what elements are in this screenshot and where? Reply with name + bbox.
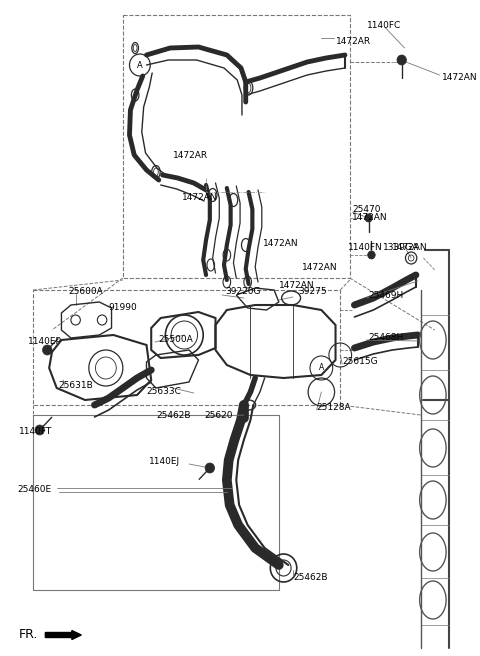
Circle shape bbox=[205, 463, 215, 473]
Text: 25615G: 25615G bbox=[342, 358, 378, 367]
Circle shape bbox=[368, 251, 375, 259]
Text: A: A bbox=[319, 363, 324, 373]
Text: 1472AR: 1472AR bbox=[336, 37, 371, 45]
Text: 1472AN: 1472AN bbox=[351, 213, 387, 222]
Text: 25469H: 25469H bbox=[369, 291, 404, 300]
Text: 25600A: 25600A bbox=[68, 287, 103, 297]
Text: 39275: 39275 bbox=[299, 287, 327, 297]
Text: 25460E: 25460E bbox=[17, 485, 51, 495]
Circle shape bbox=[397, 55, 407, 65]
Text: 1140FT: 1140FT bbox=[19, 428, 52, 436]
Text: 1472AN: 1472AN bbox=[263, 239, 299, 247]
Text: 1472AN: 1472AN bbox=[181, 194, 217, 203]
Text: A: A bbox=[137, 60, 143, 70]
Text: 25470: 25470 bbox=[352, 205, 381, 215]
FancyArrow shape bbox=[46, 630, 81, 640]
Text: 1140EJ: 1140EJ bbox=[149, 457, 180, 466]
Text: 25500A: 25500A bbox=[159, 335, 193, 344]
Circle shape bbox=[35, 425, 45, 435]
Text: 1472AN: 1472AN bbox=[443, 73, 478, 83]
Text: 1472AN: 1472AN bbox=[392, 243, 428, 253]
Text: 39220G: 39220G bbox=[225, 287, 261, 297]
Text: 25633C: 25633C bbox=[146, 388, 181, 396]
Circle shape bbox=[365, 214, 372, 222]
Text: 1339GA: 1339GA bbox=[383, 243, 419, 253]
Text: 25128A: 25128A bbox=[317, 403, 351, 413]
Text: 1472AN: 1472AN bbox=[302, 264, 338, 272]
Text: 25462B: 25462B bbox=[156, 411, 191, 419]
Text: 25620: 25620 bbox=[204, 411, 233, 419]
Text: 1140FC: 1140FC bbox=[367, 22, 401, 30]
Circle shape bbox=[43, 345, 52, 355]
Text: 1472AR: 1472AR bbox=[173, 150, 208, 159]
Text: 25468H: 25468H bbox=[369, 333, 404, 342]
Text: 25631B: 25631B bbox=[59, 380, 93, 390]
Text: 25462B: 25462B bbox=[293, 573, 327, 583]
Text: FR.: FR. bbox=[19, 628, 38, 642]
Text: 1472AN: 1472AN bbox=[279, 281, 314, 289]
Text: 1140FN: 1140FN bbox=[348, 243, 383, 253]
Text: 91990: 91990 bbox=[108, 304, 137, 312]
Text: 1140EP: 1140EP bbox=[28, 337, 62, 346]
